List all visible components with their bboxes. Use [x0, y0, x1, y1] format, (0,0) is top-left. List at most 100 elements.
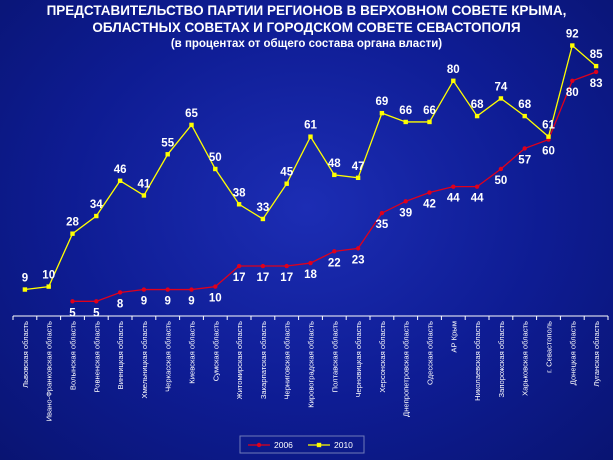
data-point-2006 [284, 263, 289, 269]
data-label-2010: 66 [399, 105, 412, 117]
x-tick-label: Черниговская область [283, 321, 292, 400]
x-tick-label: Закарпатская область [259, 321, 268, 399]
data-label-2010: 61 [542, 120, 555, 132]
data-point-2006 [451, 184, 456, 189]
x-tick-label: Кировоградская область [307, 321, 316, 408]
data-point-2010 [165, 152, 170, 157]
x-tick-label: Херсонская область [378, 321, 387, 393]
x-tick-label: Запорожская область [497, 321, 506, 397]
data-point-2006 [379, 210, 385, 216]
data-point-2006 [474, 184, 480, 189]
data-label-2006: 60 [542, 146, 555, 158]
data-label-2010: 34 [90, 199, 103, 211]
x-tick-label: Львовская область [21, 321, 30, 388]
x-tick-label: Киевская область [188, 321, 197, 384]
data-point-2010 [70, 231, 75, 236]
data-point-2010 [379, 110, 385, 116]
data-label-2006: 83 [590, 78, 603, 90]
data-point-2010 [593, 63, 599, 69]
x-tick-label: Черкасская область [164, 321, 173, 392]
data-label-2006: 17 [280, 272, 293, 284]
data-label-2010: 55 [161, 137, 174, 149]
x-tick-label: Одесская область [426, 321, 435, 385]
x-tick-label: Волынская область [69, 321, 78, 390]
x-tick-label: Житомирская область [235, 321, 244, 399]
data-label-2010: 66 [423, 105, 436, 117]
data-label-2006: 9 [188, 296, 194, 308]
data-point-2006 [94, 299, 99, 304]
data-point-2010 [522, 113, 527, 119]
data-point-2010 [451, 78, 456, 83]
data-label-2010: 33 [257, 202, 270, 214]
data-label-2010: 28 [66, 217, 79, 229]
data-point-2006 [570, 78, 575, 84]
data-label-2010: 68 [518, 99, 531, 111]
data-point-2010 [213, 166, 218, 172]
x-tick-label: Черновицкая область [354, 321, 363, 398]
data-point-2010 [236, 202, 242, 207]
data-label-2010: 69 [376, 96, 389, 108]
data-label-2006: 22 [328, 257, 341, 269]
legend-marker-2010 [316, 442, 322, 448]
data-label-2006: 17 [257, 272, 270, 284]
data-label-2006: 8 [117, 298, 124, 310]
data-point-2006 [403, 199, 408, 204]
data-label-2006: 5 [69, 307, 76, 319]
data-label-2010: 48 [328, 158, 341, 170]
data-point-2006 [260, 263, 266, 269]
data-point-2010 [46, 284, 51, 289]
data-point-2006 [189, 287, 194, 292]
data-point-2006 [308, 260, 313, 266]
data-label-2010: 10 [42, 270, 55, 282]
data-point-2010 [403, 119, 408, 125]
x-tick-label: Луганская область [592, 321, 601, 387]
legend-box [239, 435, 365, 454]
title-line-2: ОБЛАСТНЫХ СОВЕТАХ И ГОРОДСКОМ СОВЕТЕ СЕВ… [92, 20, 521, 35]
data-label-2006: 39 [399, 207, 412, 219]
data-label-2006: 35 [376, 219, 389, 231]
data-point-2010 [308, 134, 313, 139]
data-point-2010 [498, 96, 504, 101]
data-label-2006: 57 [518, 154, 531, 166]
data-point-2010 [427, 119, 432, 125]
data-point-2006 [498, 166, 504, 172]
x-tick-label: Николаевская область [473, 321, 482, 401]
data-point-2010 [284, 181, 289, 186]
data-label-2010: 80 [447, 64, 460, 76]
x-tick-label: Сумская область [211, 321, 220, 381]
data-point-2006 [70, 299, 75, 304]
data-label-2006: 44 [447, 193, 460, 205]
data-label-2006: 9 [141, 296, 147, 308]
legend-label-2006: 2006 [274, 440, 293, 450]
data-label-2010: 45 [280, 167, 293, 179]
data-point-2006 [117, 290, 123, 295]
x-tick-label: Ровненская область [92, 321, 101, 392]
title-line-1: ПРЕДСТАВИТЕЛЬСТВО ПАРТИИ РЕГИОНОВ В ВЕРХ… [46, 3, 567, 18]
x-tick-label: Винницкая область [116, 321, 125, 389]
data-point-2010 [141, 193, 147, 198]
data-point-2010 [546, 134, 551, 139]
data-point-2010 [94, 213, 99, 219]
data-label-2006: 17 [233, 272, 246, 284]
x-tick-label: Ивано-Франковская область [45, 321, 54, 421]
data-label-2010: 65 [185, 108, 198, 120]
data-label-2006: 18 [304, 269, 317, 281]
data-label-2010: 92 [566, 29, 579, 41]
data-point-2006 [355, 246, 361, 251]
data-point-2006 [522, 146, 527, 151]
data-label-2006: 10 [209, 293, 222, 305]
data-point-2010 [22, 287, 28, 292]
data-label-2006: 50 [495, 175, 508, 187]
x-tick-label: Полтавская область [330, 321, 339, 392]
data-point-2006 [427, 190, 432, 195]
data-label-2010: 74 [495, 81, 508, 93]
data-label-2006: 9 [164, 296, 170, 308]
x-tick-label: Днепропетровская область [402, 321, 411, 417]
data-point-2006 [236, 263, 242, 269]
x-tick-label: г. Севастополь [545, 321, 554, 373]
data-label-2010: 50 [209, 152, 222, 164]
data-label-2006: 80 [566, 87, 579, 99]
data-label-2010: 38 [233, 187, 246, 199]
